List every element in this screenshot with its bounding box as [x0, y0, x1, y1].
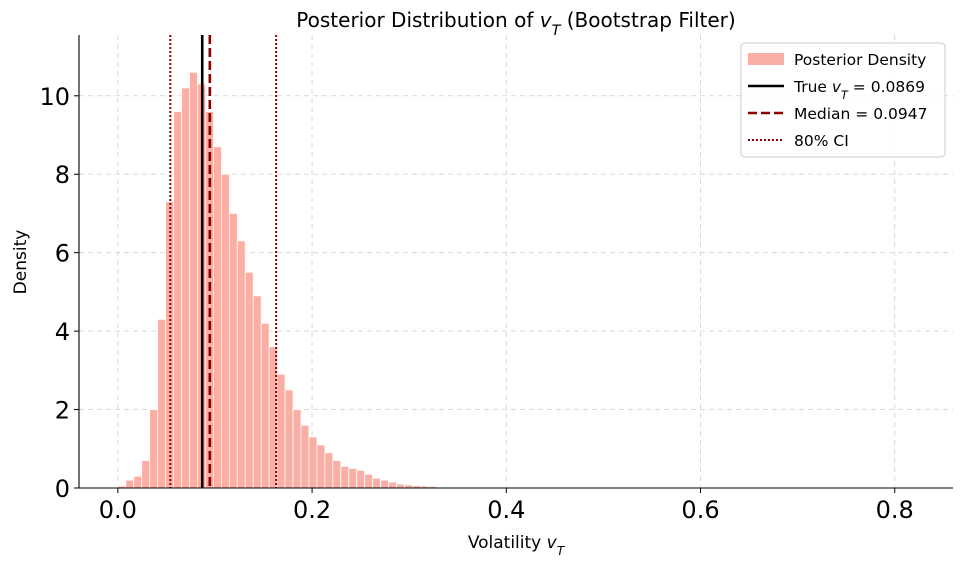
legend: Posterior Density True vT​ = 0.0869 Median… — [740, 42, 946, 158]
y-tick-label: 10 — [39, 83, 70, 111]
legend-label: 80% CI — [794, 132, 849, 150]
x-axis-ticks: 0.0 0.2 0.4 0.6 0.8 — [99, 488, 914, 524]
x-tick-label: 0.0 — [99, 496, 137, 524]
histogram-bar — [380, 479, 389, 489]
x-tick-label: 0.6 — [681, 496, 719, 524]
histogram-bar — [141, 460, 151, 489]
y-tick-label: 8 — [55, 161, 70, 189]
y-tick-label: 6 — [55, 240, 70, 268]
histogram-bar — [308, 436, 318, 489]
histogram-bar — [316, 444, 326, 489]
y-axis-label: Density — [11, 230, 31, 295]
x-tick-label: 0.2 — [293, 496, 331, 524]
histogram-bar — [324, 452, 334, 489]
histogram-bar — [364, 473, 374, 489]
y-tick-label: 0 — [55, 475, 70, 503]
legend-label: True vT​ = 0.0869 — [793, 78, 925, 102]
histogram-bar — [348, 467, 358, 489]
histogram-bar — [181, 87, 190, 489]
y-tick-label: 4 — [55, 318, 70, 346]
y-axis-ticks: 0 2 4 6 8 10 — [39, 83, 79, 503]
histogram-bar — [173, 111, 182, 489]
histogram-bar — [388, 481, 397, 489]
histogram-bar — [292, 409, 302, 489]
histogram-bar — [372, 477, 382, 489]
histogram-bar — [149, 409, 159, 489]
x-tick-label: 0.8 — [876, 496, 914, 524]
histogram-bar — [157, 318, 167, 489]
histogram-bar — [332, 460, 342, 489]
legend-swatch — [748, 53, 784, 65]
histogram-bar — [125, 479, 135, 489]
y-tick-label: 2 — [55, 397, 70, 425]
histogram-bar — [252, 295, 262, 489]
legend-label: Posterior Density — [794, 51, 926, 69]
histogram-bar — [276, 373, 286, 489]
reference-lines — [169, 35, 278, 488]
histogram-bar — [133, 475, 143, 489]
legend-box — [740, 42, 946, 158]
x-axis-label: Volatility vT​ — [468, 533, 566, 558]
histogram-bar — [340, 466, 350, 489]
histogram-bar — [284, 389, 294, 489]
histogram-bar — [189, 71, 198, 489]
histogram-bar — [244, 271, 254, 489]
legend-label: Median = 0.0947 — [794, 105, 927, 123]
chart-title: Posterior Distribution of vT​ (Bootstrap… — [296, 8, 735, 39]
histogram-bar — [220, 173, 230, 489]
histogram-bar — [213, 146, 222, 489]
axes-spines — [78, 35, 953, 489]
histogram-bar — [228, 213, 238, 489]
histogram-bar — [236, 240, 246, 489]
x-tick-label: 0.4 — [487, 496, 525, 524]
histogram-bar — [300, 424, 310, 489]
histogram-bar — [396, 483, 405, 489]
histogram-bar — [260, 322, 270, 489]
histogram-bar — [356, 469, 366, 489]
